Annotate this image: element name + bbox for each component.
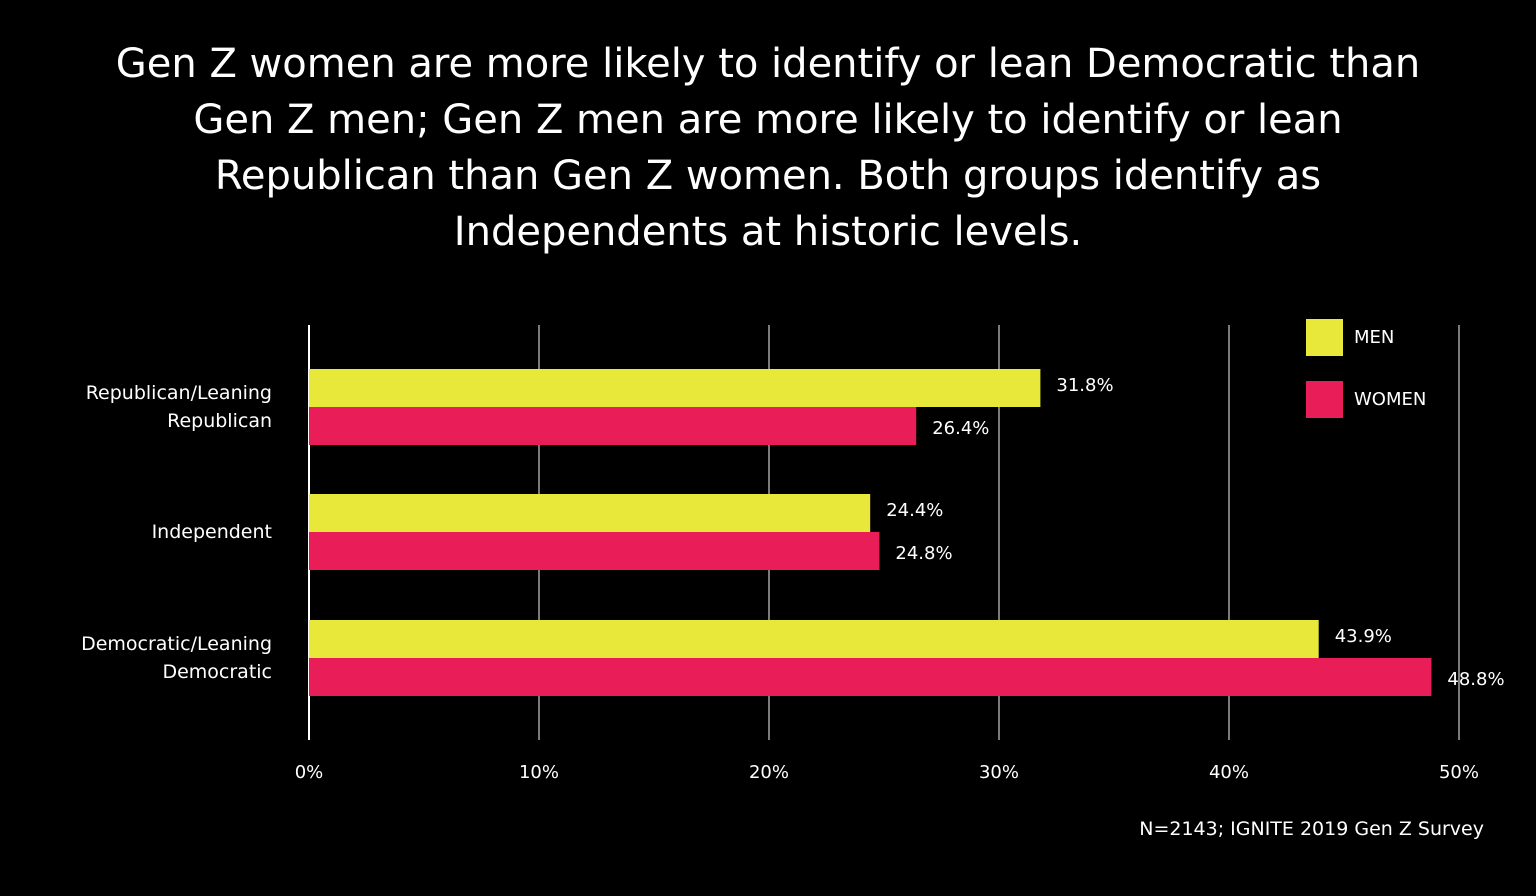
x-tick-label: 30% [979, 762, 1019, 783]
bar [309, 369, 1041, 407]
category-label: Independent [151, 521, 272, 543]
category-label: Republican/Leaning Republican [85, 382, 272, 432]
source-note: N=2143; IGNITE 2019 Gen Z Survey [1139, 818, 1484, 840]
bar [309, 658, 1432, 696]
value-label: 48.8% [1447, 669, 1504, 690]
legend-swatch [1306, 381, 1343, 418]
x-tick-label: 0% [295, 762, 324, 783]
bar [309, 494, 871, 532]
bar [309, 407, 917, 445]
chart-title: Gen Z women are more likely to identify … [115, 41, 1421, 255]
value-label: 43.9% [1335, 626, 1392, 647]
x-tick-label: 10% [519, 762, 559, 783]
bar [309, 620, 1319, 658]
x-tick-label: 20% [749, 762, 789, 783]
value-label: 24.4% [886, 500, 943, 521]
legend-label: MEN [1354, 327, 1394, 348]
legend-swatch [1306, 319, 1343, 356]
bar [309, 532, 880, 570]
legend-label: WOMEN [1354, 389, 1426, 410]
x-tick-label: 40% [1209, 762, 1249, 783]
value-label: 26.4% [932, 418, 989, 439]
category-label: Democratic/Leaning Democratic [81, 633, 272, 683]
x-tick-label: 50% [1439, 762, 1479, 783]
value-label: 31.8% [1056, 375, 1113, 396]
value-label: 24.8% [895, 543, 952, 564]
